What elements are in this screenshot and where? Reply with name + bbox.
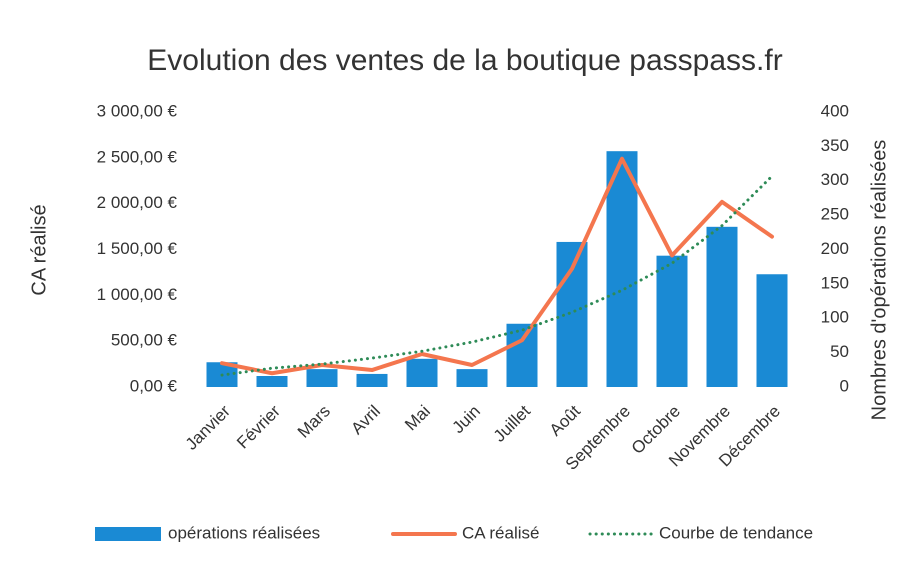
y2-tick-label: 0 — [840, 376, 849, 395]
y-tick-label: 2 000,00 € — [97, 193, 178, 212]
legend-label: Courbe de tendance — [659, 523, 813, 542]
y2-axis-title: Nombres d'opérations réalisées — [868, 140, 890, 421]
y2-tick-label: 400 — [821, 101, 849, 120]
y-tick-label: 0,00 € — [130, 376, 178, 395]
bar — [656, 255, 688, 387]
x-tick-label: Février — [233, 401, 284, 452]
y-tick-label: 500,00 € — [111, 331, 178, 350]
x-tick-label: Mars — [294, 402, 334, 442]
bar — [456, 369, 488, 387]
y2-tick-label: 200 — [821, 239, 849, 258]
y2-tick-label: 250 — [821, 205, 849, 224]
bar — [356, 373, 388, 387]
y-tick-label: 2 500,00 € — [97, 147, 178, 166]
y-tick-label: 1 000,00 € — [97, 285, 178, 304]
y-tick-label: 1 500,00 € — [97, 239, 178, 258]
line — [220, 156, 774, 376]
y2-tick-label: 300 — [821, 170, 849, 189]
bar — [506, 323, 538, 387]
legend-swatch — [95, 527, 161, 541]
bar — [306, 369, 338, 387]
y2-tick-label: 50 — [830, 342, 849, 361]
bar — [256, 376, 288, 387]
bar — [556, 241, 588, 387]
x-tick-label: Juin — [449, 402, 484, 437]
bar — [756, 274, 788, 387]
bar — [406, 358, 438, 387]
bar — [606, 151, 638, 387]
y2-tick-label: 100 — [821, 308, 849, 327]
legend-label: opérations réalisées — [168, 523, 320, 542]
y2-tick-label: 150 — [821, 273, 849, 292]
trend-line — [220, 174, 774, 377]
y2-tick-label: 350 — [821, 136, 849, 155]
x-tick-label: Janvier — [182, 401, 234, 453]
x-tick-label: Mai — [401, 402, 434, 435]
legend-label: CA réalisé — [462, 523, 539, 542]
y-axis-title: CA réalisé — [28, 204, 50, 295]
x-tick-label: Juillet — [490, 401, 534, 445]
x-tick-label: Août — [546, 401, 584, 439]
chart-title: Evolution des ventes de la boutique pass… — [147, 44, 782, 77]
x-tick-label: Avril — [347, 402, 384, 439]
y-tick-label: 3 000,00 € — [97, 101, 178, 120]
bar — [706, 226, 738, 387]
